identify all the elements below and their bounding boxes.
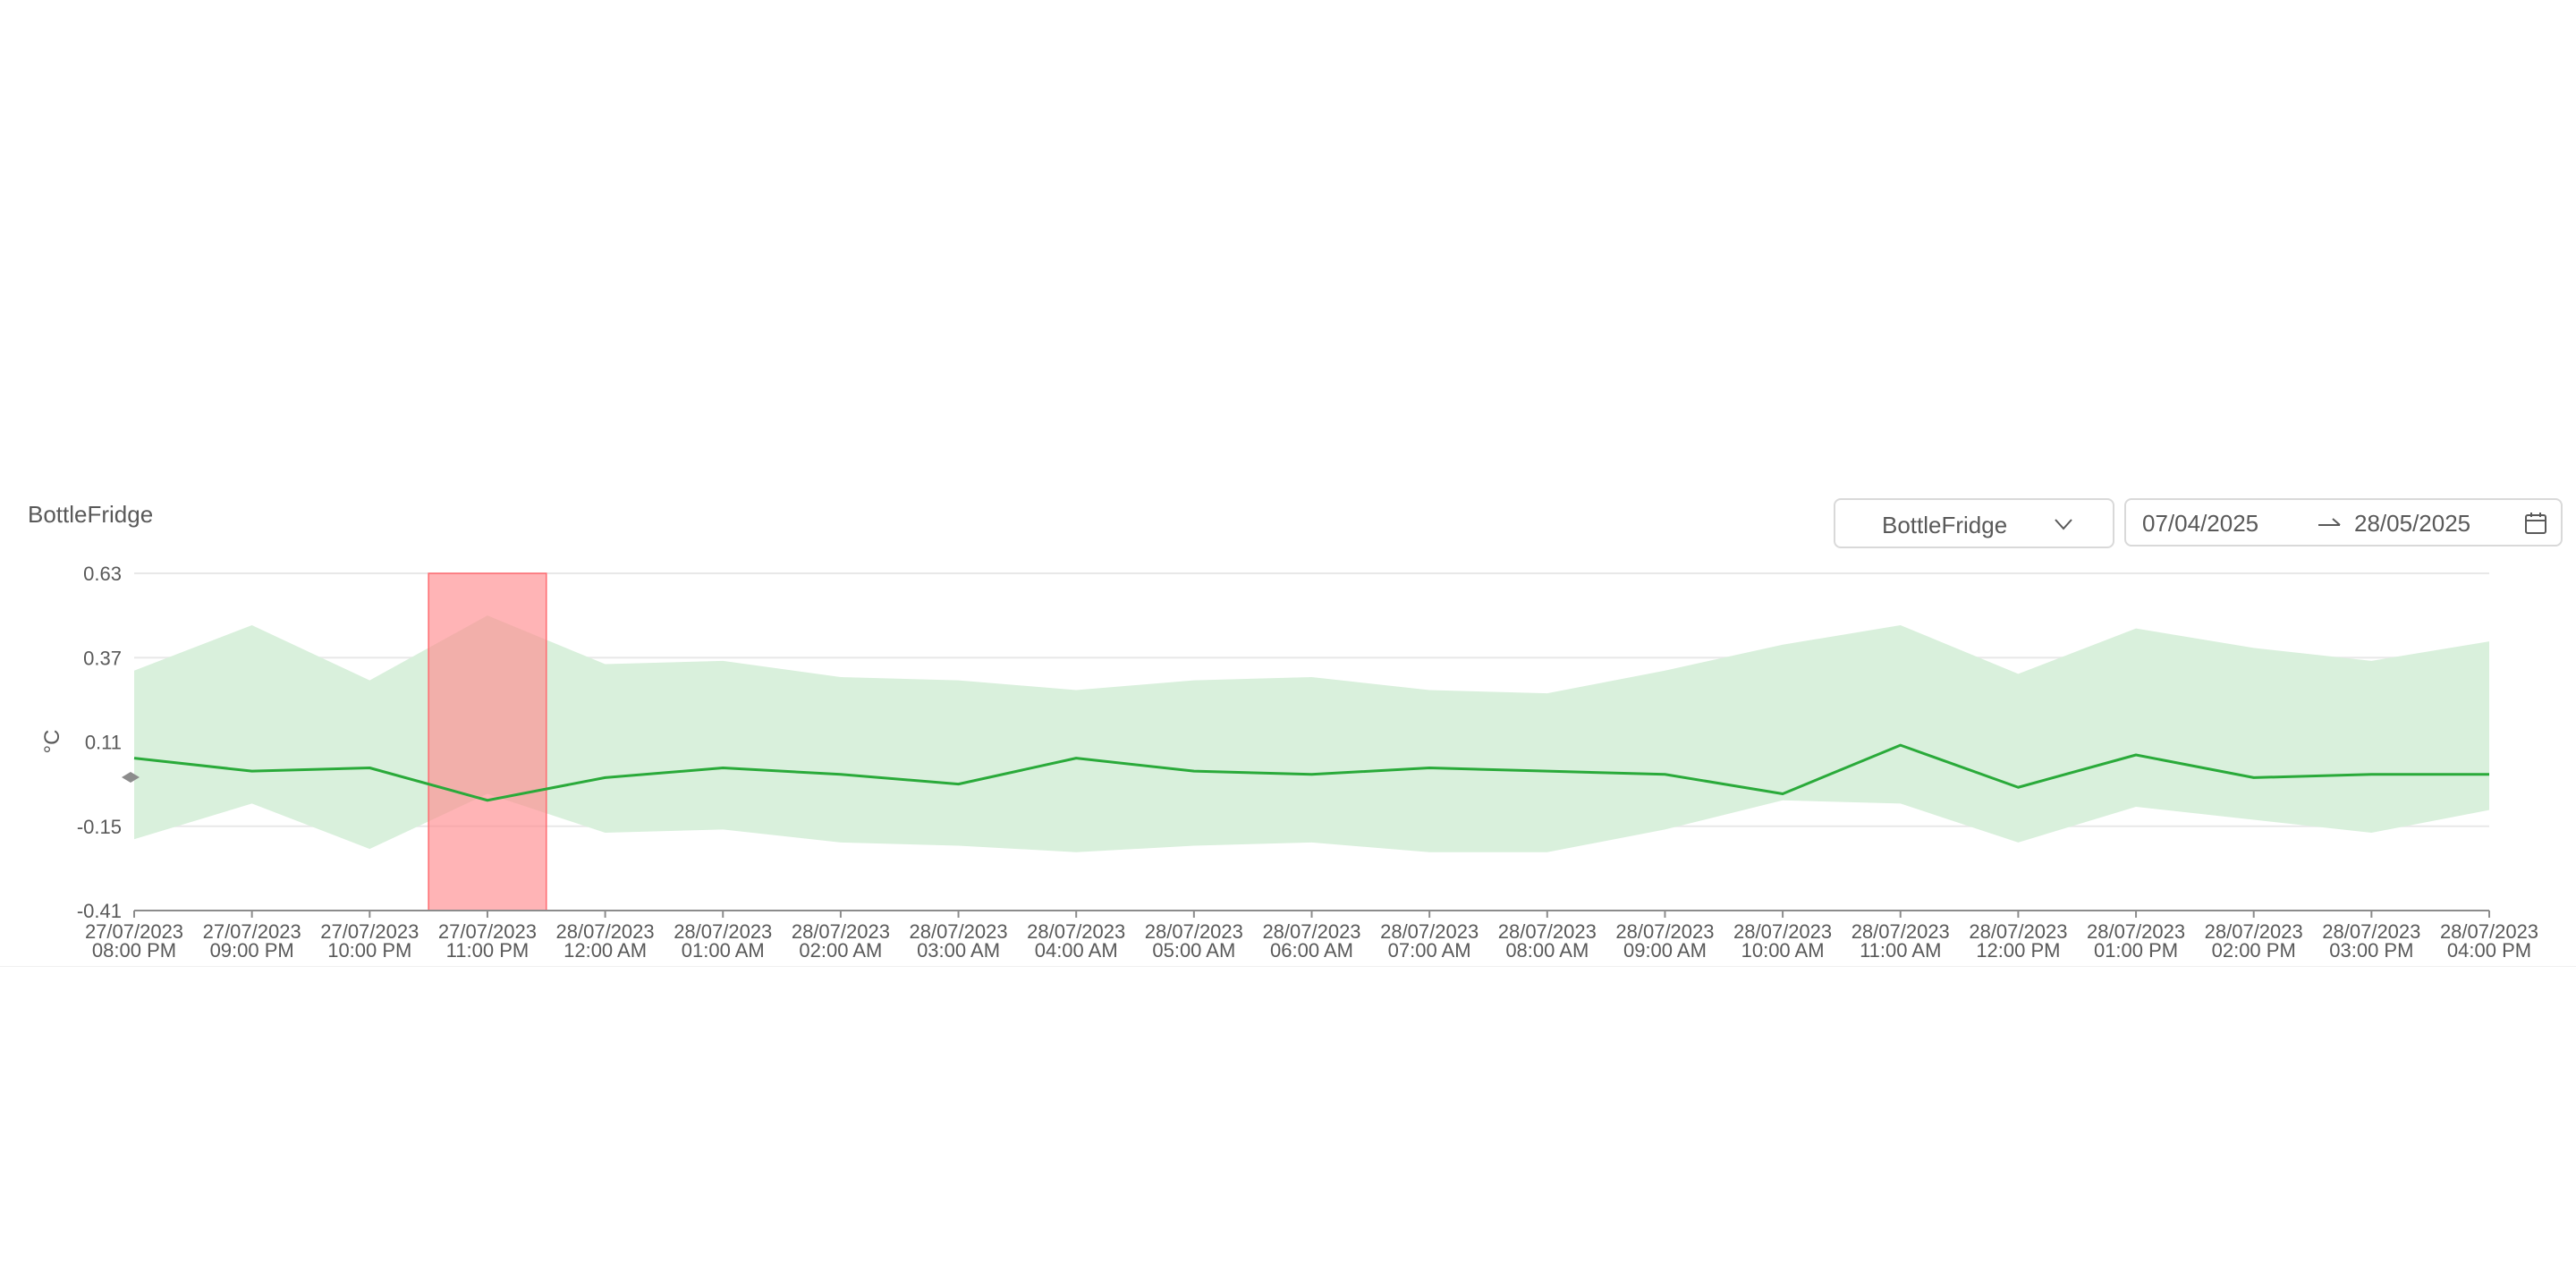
x-tick-label: 28/07/2023 12:00 PM xyxy=(1969,920,2067,962)
min-max-band xyxy=(134,615,2489,852)
alert-region-layer xyxy=(428,572,547,911)
x-tick-label: 27/07/2023 08:00 PM xyxy=(85,920,183,962)
y-axis-marker xyxy=(122,772,140,783)
y-tick-label: 0.37 xyxy=(83,647,122,669)
arrow-right-icon xyxy=(2318,518,2341,526)
y-tick-label: -0.15 xyxy=(77,816,122,838)
x-tick-label: 28/07/2023 01:00 PM xyxy=(2087,920,2185,962)
y-tick-label: 0.11 xyxy=(85,732,122,754)
x-tick-label: 27/07/2023 09:00 PM xyxy=(203,920,301,962)
x-tick-label: 27/07/2023 10:00 PM xyxy=(320,920,419,962)
x-tick-label: 28/07/2023 04:00 AM xyxy=(1027,920,1125,962)
x-tick-label: 28/07/2023 05:00 AM xyxy=(1145,920,1243,962)
y-tick-label: 0.63 xyxy=(83,563,122,585)
device-select[interactable]: BottleFridge xyxy=(1834,498,2114,548)
date-range-end[interactable]: 28/05/2025 xyxy=(2354,510,2471,537)
device-select-value: BottleFridge xyxy=(1882,512,2008,538)
calendar-icon[interactable] xyxy=(2524,512,2547,535)
alert-region xyxy=(428,572,547,911)
y-axis-label: °C xyxy=(40,730,64,754)
x-tick-label: 28/07/2023 03:00 AM xyxy=(909,920,1007,962)
y-tick-label: -0.41 xyxy=(77,900,122,922)
range-band-layer xyxy=(134,615,2489,852)
x-tick-label: 28/07/2023 11:00 AM xyxy=(1852,920,1950,962)
date-range-picker[interactable]: 07/04/2025 28/05/2025 xyxy=(2124,498,2563,547)
series-line xyxy=(133,743,2489,802)
chart-panel: BottleFridge BottleFridge 07/04/2025 28/… xyxy=(0,498,2576,967)
series-line-layer xyxy=(133,743,2489,802)
x-tick-label: 27/07/2023 11:00 PM xyxy=(438,920,537,962)
chart-title: BottleFridge xyxy=(28,501,154,528)
x-tick-label: 28/07/2023 07:00 AM xyxy=(1380,920,1479,962)
x-tick-label: 28/07/2023 02:00 PM xyxy=(2205,920,2303,962)
date-range-start[interactable]: 07/04/2025 xyxy=(2142,510,2259,537)
x-tick-label: 28/07/2023 12:00 AM xyxy=(556,920,655,962)
x-tick-label: 28/07/2023 09:00 AM xyxy=(1615,920,1714,962)
chevron-down-icon xyxy=(2055,519,2072,530)
x-tick-label: 28/07/2023 01:00 AM xyxy=(674,920,772,962)
x-tick-label: 28/07/2023 03:00 PM xyxy=(2322,920,2420,962)
x-tick-label: 28/07/2023 06:00 AM xyxy=(1262,920,1360,962)
x-tick-label: 28/07/2023 10:00 AM xyxy=(1733,920,1832,962)
x-tick-label: 28/07/2023 08:00 AM xyxy=(1498,920,1597,962)
x-tick-label: 28/07/2023 04:00 PM xyxy=(2440,920,2538,962)
x-tick-label: 28/07/2023 02:00 AM xyxy=(792,920,890,962)
